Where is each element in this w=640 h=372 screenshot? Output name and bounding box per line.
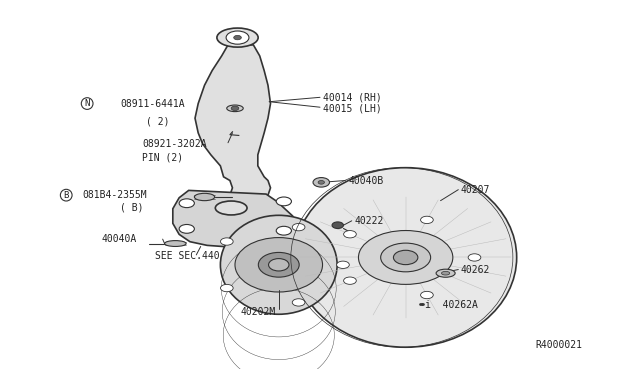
Circle shape [332, 222, 344, 228]
Text: 40262: 40262 [461, 265, 490, 275]
Ellipse shape [227, 105, 243, 112]
Ellipse shape [381, 243, 431, 272]
Ellipse shape [259, 253, 299, 277]
Circle shape [313, 177, 330, 187]
Text: 40202M: 40202M [241, 307, 276, 317]
Polygon shape [173, 190, 296, 247]
Circle shape [420, 216, 433, 224]
Circle shape [234, 35, 241, 40]
Text: N: N [84, 99, 90, 108]
Ellipse shape [269, 259, 289, 271]
Text: 40014 (RH): 40014 (RH) [323, 92, 382, 102]
Circle shape [276, 226, 291, 235]
Text: PIN (2): PIN (2) [142, 153, 184, 163]
Polygon shape [195, 45, 271, 195]
Text: 40040B: 40040B [349, 176, 384, 186]
Ellipse shape [442, 272, 450, 275]
Circle shape [337, 261, 349, 269]
Circle shape [231, 106, 239, 110]
Circle shape [292, 299, 305, 306]
Ellipse shape [220, 215, 337, 314]
Text: R4000021: R4000021 [536, 340, 582, 350]
Text: 08911-6441A: 08911-6441A [120, 99, 185, 109]
Text: ( B): ( B) [120, 202, 143, 212]
Ellipse shape [358, 231, 453, 284]
Ellipse shape [217, 28, 258, 47]
Text: B: B [63, 191, 69, 200]
Text: 081B4-2355M: 081B4-2355M [82, 190, 147, 200]
Circle shape [179, 199, 195, 208]
Circle shape [276, 197, 291, 206]
Text: 40207: 40207 [461, 185, 490, 195]
Ellipse shape [436, 269, 455, 277]
Text: 40040A: 40040A [101, 234, 136, 244]
Circle shape [220, 238, 233, 245]
Circle shape [179, 224, 195, 233]
Text: ( 2): ( 2) [145, 117, 169, 127]
Text: 40015 (LH): 40015 (LH) [323, 103, 382, 113]
Ellipse shape [164, 241, 186, 247]
Text: i  40262A: i 40262A [425, 300, 477, 310]
Circle shape [226, 31, 249, 44]
Text: 08921-3202A: 08921-3202A [142, 139, 207, 149]
Ellipse shape [215, 201, 247, 215]
Ellipse shape [294, 168, 516, 347]
Ellipse shape [195, 193, 214, 201]
Circle shape [344, 277, 356, 284]
Circle shape [468, 254, 481, 261]
Circle shape [420, 291, 433, 299]
Ellipse shape [394, 250, 418, 264]
Circle shape [220, 284, 233, 292]
Ellipse shape [235, 238, 323, 292]
Circle shape [344, 231, 356, 238]
Circle shape [292, 224, 305, 231]
Text: SEE SEC.440: SEE SEC.440 [155, 251, 220, 261]
Circle shape [318, 180, 324, 184]
Text: 40222: 40222 [355, 216, 384, 226]
